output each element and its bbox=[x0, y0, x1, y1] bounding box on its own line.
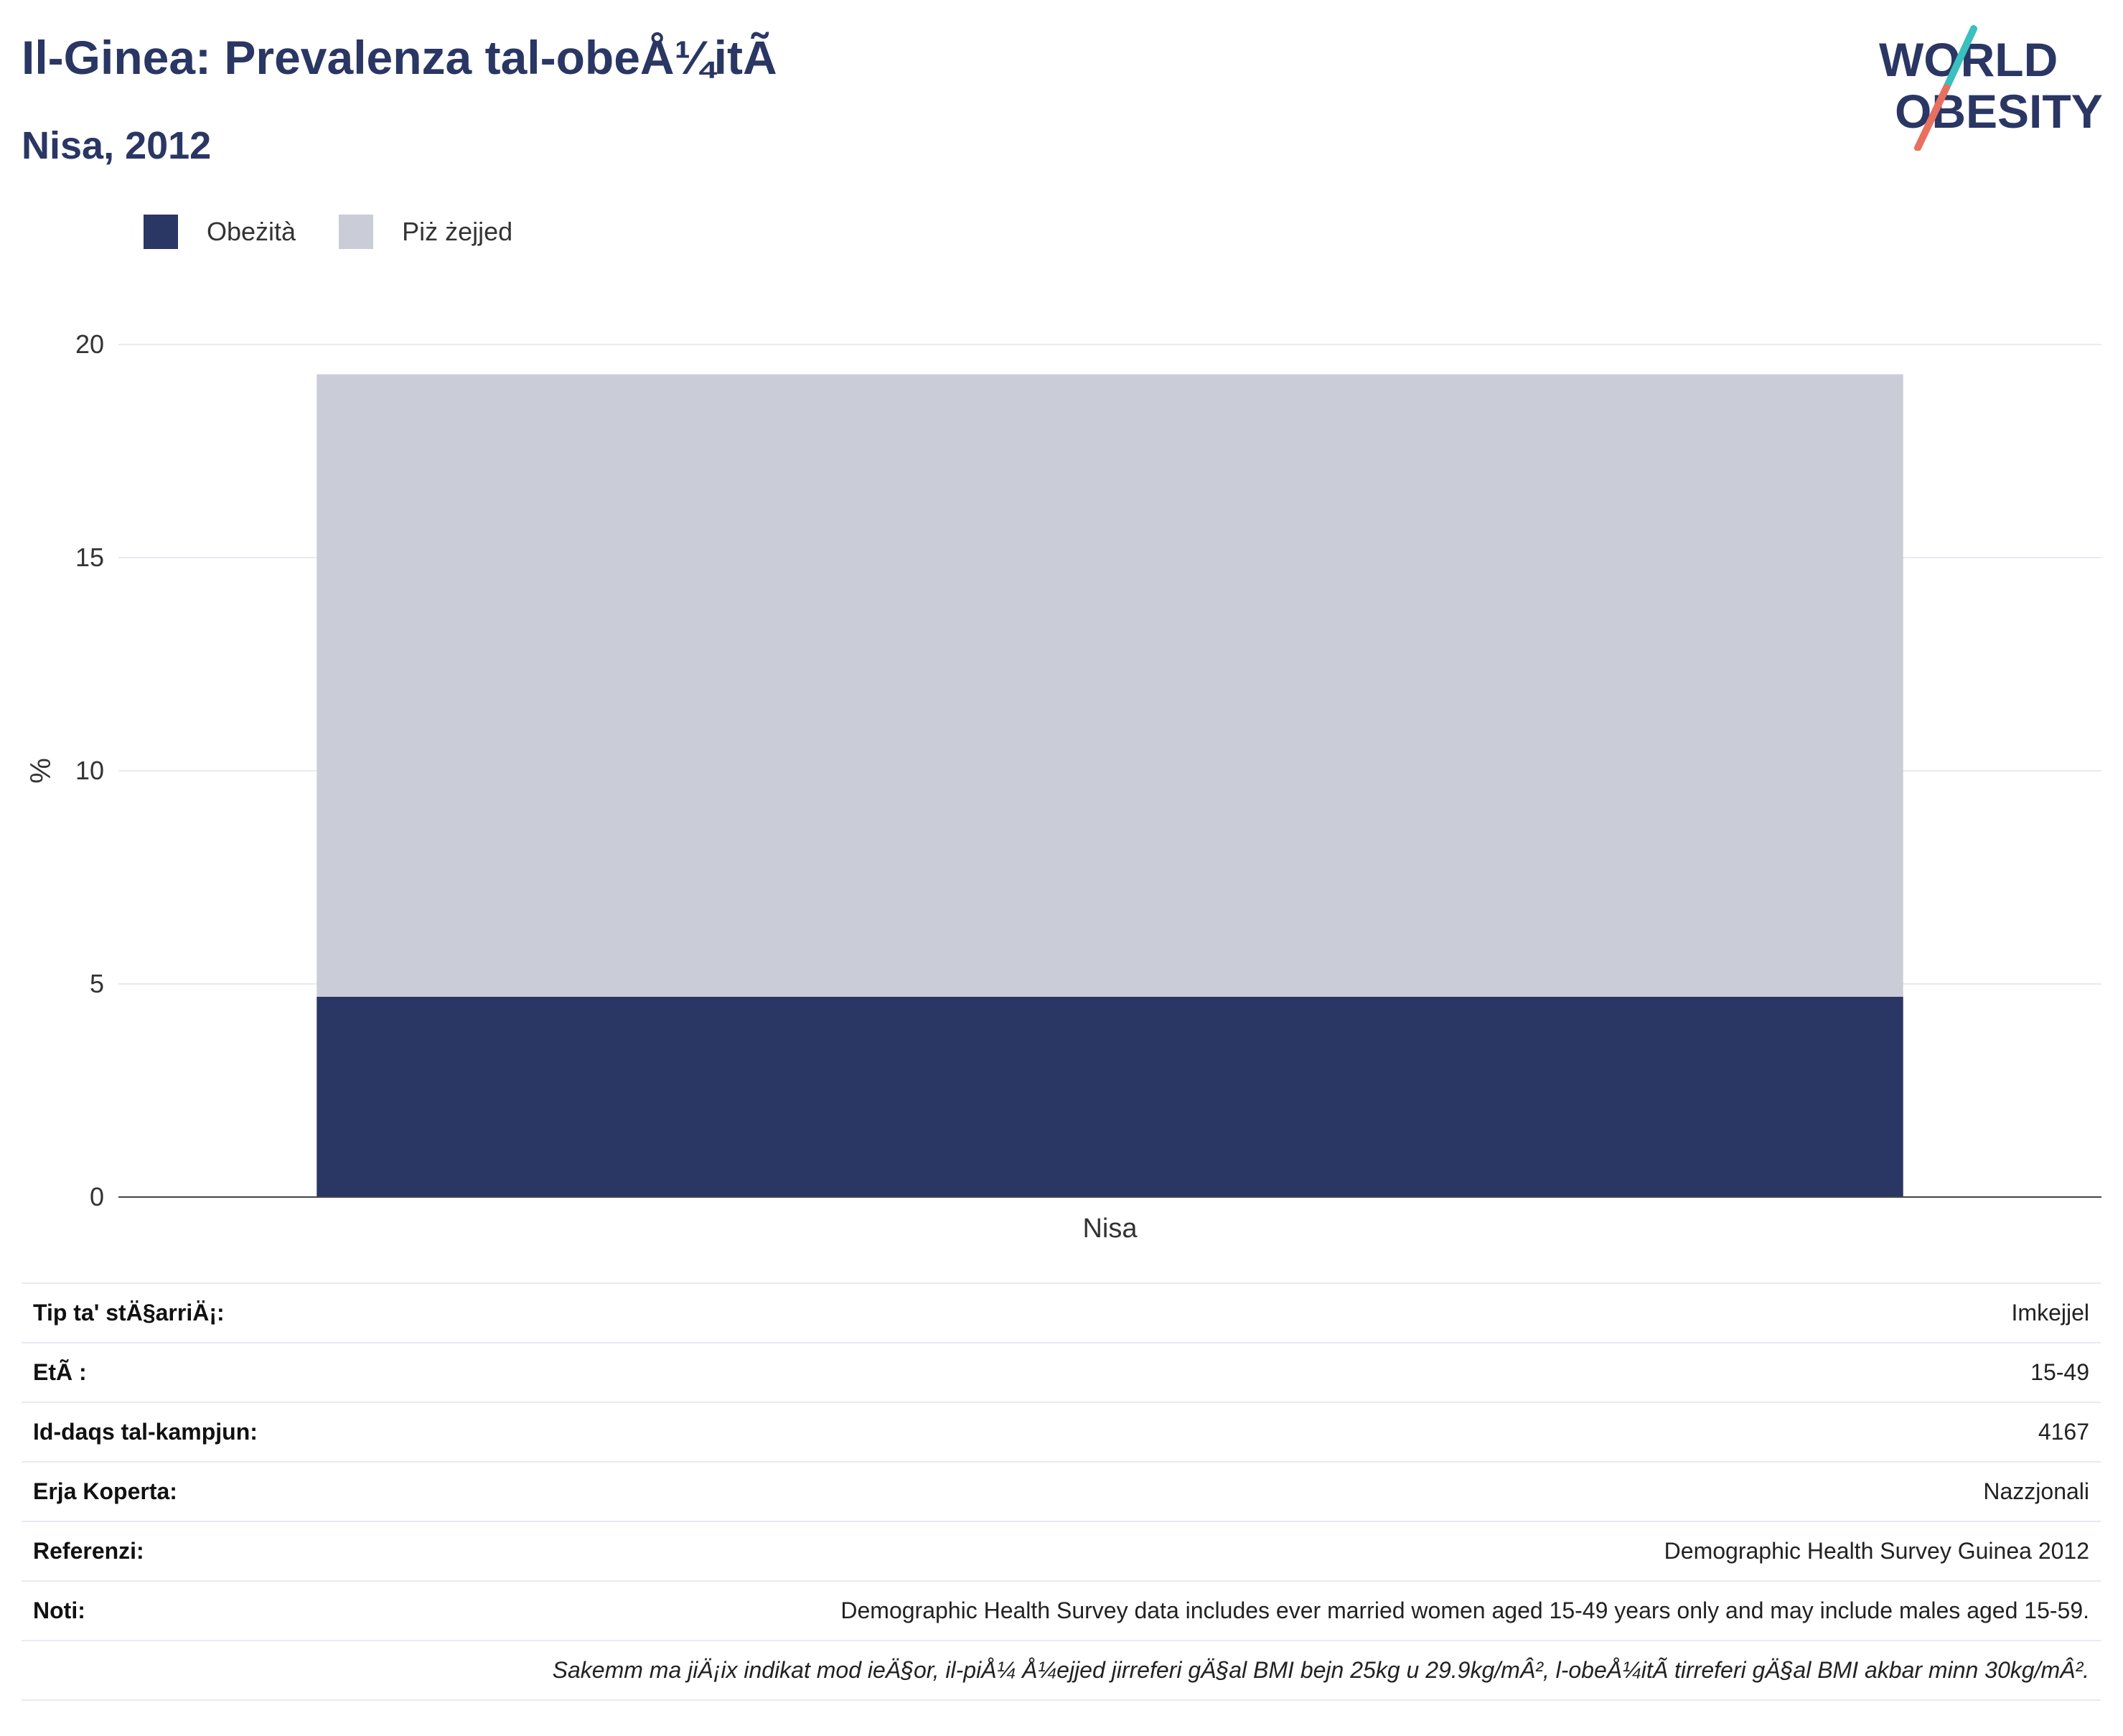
info-row-references: Referenzi: Demographic Health Survey Gui… bbox=[22, 1521, 2101, 1581]
info-footnote: Sakemm ma jiÄ¡ix indikat mod ieÄ§or, il-… bbox=[22, 1640, 2101, 1701]
info-value-sample-size: 4167 bbox=[360, 1402, 2101, 1462]
info-value-area: Nazzjonali bbox=[360, 1461, 2101, 1521]
bar-obesity-0 bbox=[317, 996, 1903, 1197]
info-key-age: EtÃ : bbox=[22, 1342, 361, 1402]
info-row-notes: Noti: Demographic Health Survey data inc… bbox=[22, 1580, 2101, 1641]
info-key-survey-type: Tip ta' stÄ§arriÄ¡: bbox=[22, 1282, 361, 1343]
logo-slash-bottom bbox=[1914, 84, 1950, 151]
x-tick-label-0: Nisa bbox=[1082, 1214, 1138, 1244]
info-value-references: Demographic Health Survey Guinea 2012 bbox=[360, 1521, 2101, 1581]
y-tick-label-10: 10 bbox=[75, 756, 104, 785]
info-row-survey-type: Tip ta' stÄ§arriÄ¡: Imkejjel bbox=[22, 1282, 2101, 1343]
legend-swatch-obesity bbox=[144, 215, 178, 249]
y-tick-label-20: 20 bbox=[75, 329, 104, 359]
chart-title: Il-Ginea: Prevalenza tal-obeÅ¼itÃ bbox=[22, 31, 777, 84]
info-value-survey-type: Imkejjel bbox=[360, 1282, 2101, 1343]
info-row-area: Erja Koperta: Nazzjonali bbox=[22, 1461, 2101, 1521]
info-key-area: Erja Koperta: bbox=[22, 1461, 361, 1521]
info-row-footnote: Sakemm ma jiÄ¡ix indikat mod ieÄ§or, il-… bbox=[22, 1640, 2101, 1701]
y-tick-label-5: 5 bbox=[90, 969, 104, 998]
info-key-notes: Noti: bbox=[22, 1580, 361, 1641]
legend-item-obesity[interactable]: Obeżità bbox=[144, 215, 296, 249]
legend-item-overweight[interactable]: Piż żejjed bbox=[339, 215, 512, 249]
info-row-age: EtÃ : 15-49 bbox=[22, 1342, 2101, 1402]
bar-chart: 0 5 10 15 20% Nisa bbox=[25, 329, 2101, 1244]
y-tick-label-15: 15 bbox=[75, 543, 104, 572]
info-row-sample-size: Id-daqs tal-kampjun: 4167 bbox=[22, 1402, 2101, 1462]
info-key-references: Referenzi: bbox=[22, 1521, 361, 1581]
legend-label-obesity: Obeżità bbox=[207, 217, 296, 246]
survey-info-table: Tip ta' stÄ§arriÄ¡: Imkejjel EtÃ : 15-49… bbox=[22, 1282, 2101, 1701]
chart-legend: Obeżità Piż żejjed bbox=[144, 213, 556, 250]
bar-overweight-0 bbox=[317, 374, 1903, 997]
world-obesity-logo: WORLD OBESITY bbox=[1879, 25, 2103, 151]
info-key-sample-size: Id-daqs tal-kampjun: bbox=[22, 1402, 361, 1462]
y-axis-title: % bbox=[25, 758, 57, 784]
y-tick-label-0: 0 bbox=[90, 1182, 104, 1211]
chart-subtitle: Nisa, 2012 bbox=[22, 124, 212, 167]
logo-slash-top bbox=[1943, 25, 1977, 91]
info-value-notes: Demographic Health Survey data includes … bbox=[360, 1580, 2101, 1641]
legend-label-overweight: Piż żejjed bbox=[402, 217, 513, 246]
info-value-age: 15-49 bbox=[360, 1342, 2101, 1402]
legend-swatch-overweight bbox=[339, 215, 374, 249]
